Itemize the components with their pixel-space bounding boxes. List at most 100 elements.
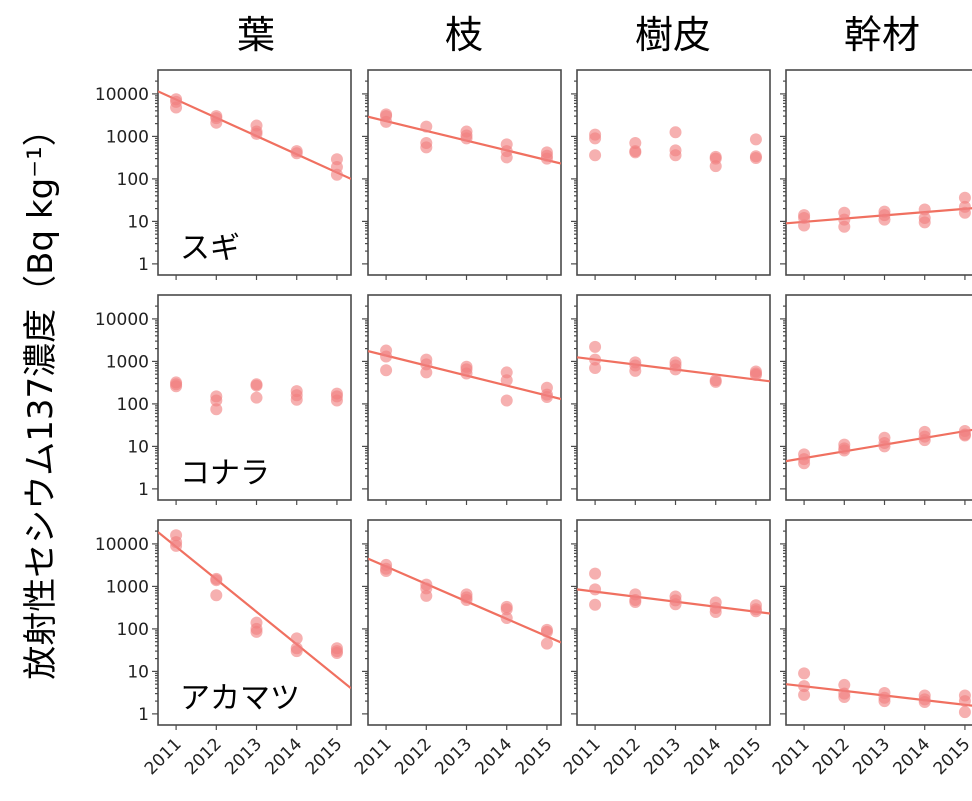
data-point (878, 213, 891, 226)
data-point (540, 391, 553, 404)
data-point (589, 361, 602, 374)
panel-frame (157, 519, 352, 726)
y-tick-label: 10 (127, 212, 149, 232)
data-point (749, 152, 762, 165)
data-point (798, 688, 811, 701)
data-point (838, 690, 851, 703)
plot-area (577, 340, 770, 388)
x-tick-label: 2011 (769, 734, 814, 779)
data-point (210, 574, 223, 587)
data-point (958, 695, 971, 708)
data-point (798, 457, 811, 470)
data-point (500, 603, 513, 616)
data-point (629, 595, 642, 608)
column-title-leaf: 葉 (237, 13, 275, 57)
data-point (669, 598, 682, 611)
data-point (420, 120, 433, 133)
plot-area (170, 376, 343, 416)
data-point (798, 667, 811, 680)
panel-konara-branch (362, 294, 562, 505)
data-point (330, 647, 343, 660)
x-tick-label: 2014 (262, 734, 307, 779)
data-point (380, 115, 393, 128)
data-point (460, 593, 473, 606)
plot-area (589, 126, 762, 173)
x-tick-label: 2011 (351, 734, 396, 779)
data-point (460, 367, 473, 380)
x-tick-label: 2011 (141, 734, 186, 779)
data-point (798, 219, 811, 232)
data-point (330, 168, 343, 181)
plot-area (158, 90, 351, 181)
y-tick-label: 10000 (95, 535, 149, 555)
data-point (669, 149, 682, 162)
data-point (500, 374, 513, 387)
panel-frame (157, 69, 352, 276)
plot-area (786, 667, 972, 719)
data-point (290, 147, 303, 160)
data-point (589, 567, 602, 580)
data-point (290, 393, 303, 406)
data-point (290, 645, 303, 658)
data-point (500, 151, 513, 164)
panel-frame (367, 69, 562, 276)
data-point (380, 565, 393, 578)
data-point (210, 589, 223, 602)
x-tick-label: 2015 (512, 734, 557, 779)
data-point (589, 353, 602, 366)
y-tick-label: 10 (127, 437, 149, 457)
y-tick-label: 1 (138, 705, 149, 725)
data-point (210, 394, 223, 407)
x-tick-label: 2012 (181, 734, 226, 779)
x-tick-label: 2013 (849, 734, 894, 779)
data-point (629, 364, 642, 377)
data-point (589, 598, 602, 611)
panel-grid: 1 10 100 1000 10000 スギ 1 10 100 1000 10000 コナラ 1 10 10… (95, 69, 972, 779)
data-point (918, 434, 931, 447)
data-point (420, 366, 433, 379)
data-point (669, 126, 682, 139)
y-tick-label: 10000 (95, 310, 149, 330)
x-tick-label: 2012 (600, 734, 645, 779)
column-titles: 葉 枝 樹皮 幹材 (237, 13, 920, 57)
data-point (958, 706, 971, 719)
data-point (170, 101, 183, 114)
data-point (918, 696, 931, 709)
data-point (838, 220, 851, 233)
row-label-konara: コナラ (180, 456, 270, 491)
y-tick-label: 1000 (106, 577, 149, 597)
panel-frame (785, 294, 972, 501)
panel-frame (367, 519, 562, 726)
data-point (749, 605, 762, 618)
data-point (540, 625, 553, 638)
data-point (250, 625, 263, 638)
plot-area (786, 191, 972, 233)
panel-frame (576, 519, 771, 726)
data-point (749, 133, 762, 146)
y-tick-label: 10000 (95, 85, 149, 105)
panel-sugi-branch (362, 69, 562, 280)
data-point (170, 380, 183, 393)
data-point (210, 403, 223, 416)
panel-sugi-bark (571, 69, 771, 280)
x-tick-label: 2015 (721, 734, 766, 779)
y-tick-label: 1000 (106, 127, 149, 147)
y-tick-label: 1 (138, 255, 149, 275)
y-tick-label: 100 (117, 170, 149, 190)
data-point (589, 132, 602, 145)
data-point (958, 429, 971, 442)
data-point (460, 132, 473, 145)
x-tick-label: 2013 (221, 734, 266, 779)
plot-area (368, 344, 561, 407)
x-tick-label: 2015 (930, 734, 972, 779)
data-point (918, 216, 931, 229)
data-point (798, 680, 811, 693)
data-point (589, 340, 602, 353)
y-tick-label: 10 (127, 662, 149, 682)
data-point (540, 637, 553, 650)
data-point (958, 191, 971, 204)
data-point (210, 116, 223, 129)
panel-frame (576, 294, 771, 501)
